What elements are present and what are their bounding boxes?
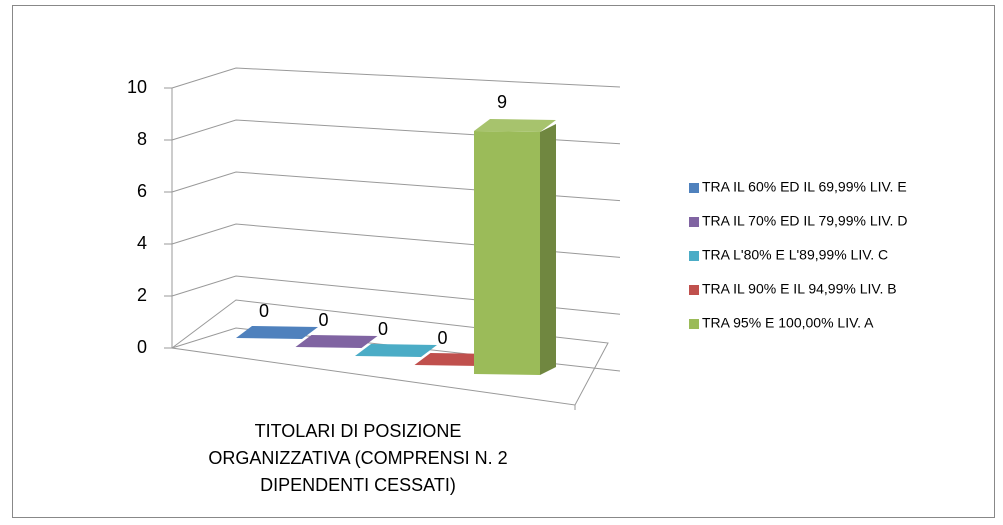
data-label: 0: [437, 328, 447, 348]
floor: [170, 299, 609, 406]
bar: [295, 335, 378, 348]
bar: [236, 326, 318, 339]
bar-front: [474, 131, 540, 375]
legend-swatch: [689, 217, 699, 227]
legend-label: TRA L'80% E L'89,99% LIV. C: [702, 247, 888, 263]
y-tick-label: 6: [137, 181, 147, 201]
bar: [474, 119, 556, 375]
y-tick-label: 0: [137, 337, 147, 357]
legend-label: TRA IL 90% E IL 94,99% LIV. B: [702, 281, 897, 297]
y-tick-label: 4: [137, 233, 147, 253]
x-category-label: TITOLARI DI POSIZIONE ORGANIZZATIVA (COM…: [208, 421, 508, 495]
grid-line: [171, 67, 621, 89]
y-tick-label: 2: [137, 285, 147, 305]
legend-label: TRA IL 60% ED IL 69,99% LIV. E: [702, 179, 907, 195]
legend-swatch: [689, 285, 699, 295]
legend-label: TRA 95% E 100,00% LIV. A: [702, 315, 874, 331]
y-tick-label: 8: [137, 129, 147, 149]
legend-swatch: [689, 319, 699, 329]
bar-top: [355, 344, 437, 357]
data-label: 0: [378, 319, 388, 339]
bar-top: [236, 326, 318, 339]
legend-label: TRA IL 70% ED IL 79,99% LIV. D: [702, 213, 907, 229]
bar-top: [295, 335, 378, 348]
legend-swatch: [689, 183, 699, 193]
data-label: 0: [259, 301, 269, 321]
legend-swatch: [689, 251, 699, 261]
y-tick-label: 10: [127, 77, 147, 97]
data-label: 9: [497, 92, 507, 112]
bar-side: [540, 124, 556, 375]
bar-top: [474, 119, 556, 132]
data-label: 0: [318, 310, 328, 330]
bar: [355, 344, 437, 357]
